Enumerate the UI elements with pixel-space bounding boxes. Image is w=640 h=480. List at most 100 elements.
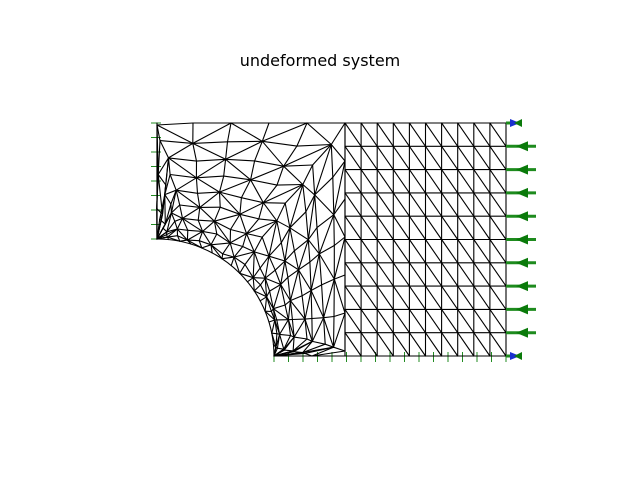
mesh-edge <box>245 233 255 253</box>
mesh-edge <box>292 338 308 352</box>
mesh-edge <box>240 197 264 204</box>
mesh-edge <box>262 184 278 204</box>
mesh-edge <box>441 285 459 310</box>
mesh-edge <box>360 262 378 287</box>
mesh-edge <box>192 122 232 144</box>
mesh-edge <box>489 169 507 194</box>
mesh-edge <box>311 340 326 345</box>
mesh-edge <box>441 238 459 264</box>
mesh-edge <box>198 240 203 249</box>
mesh-edge <box>199 206 215 222</box>
mesh-edge <box>307 239 311 263</box>
mesh-edge <box>301 295 306 320</box>
mesh-edge <box>307 194 316 241</box>
mesh-edge <box>392 215 410 241</box>
mesh-edge <box>275 333 281 348</box>
mesh-edge <box>306 122 332 146</box>
mesh-edge <box>489 332 507 357</box>
mesh-edge <box>264 277 268 298</box>
mesh-edge <box>360 308 378 334</box>
mesh-edge <box>242 233 248 248</box>
mesh-edge <box>264 277 271 292</box>
mesh-edge <box>457 308 475 334</box>
mesh-edge <box>181 217 189 231</box>
mesh-edge <box>283 165 304 186</box>
mesh-edge <box>289 295 303 302</box>
mesh-edge <box>233 251 255 258</box>
mesh-edge <box>250 179 264 204</box>
mesh-edge <box>271 332 278 335</box>
mesh-edge <box>258 202 264 220</box>
mesh-edge <box>392 262 410 287</box>
mesh-edge <box>289 300 306 320</box>
mesh-edge <box>457 192 475 217</box>
mesh-edge <box>268 255 286 262</box>
mesh-edge <box>408 238 427 264</box>
mesh-edge <box>274 269 282 286</box>
mesh-edge <box>284 227 291 262</box>
mesh-edge <box>473 332 491 357</box>
mesh-edge <box>239 197 242 215</box>
corner-load-head <box>514 119 522 127</box>
mesh-edge <box>226 140 263 143</box>
mesh-edge <box>176 235 181 242</box>
mesh-edge <box>360 332 378 357</box>
mesh-edge <box>192 141 229 144</box>
mesh-edge <box>225 140 263 160</box>
mesh-edge <box>304 318 313 342</box>
mesh-edge <box>195 177 221 193</box>
mesh-edge <box>392 192 410 217</box>
mesh-edge <box>240 179 252 199</box>
mesh-edge <box>307 239 320 255</box>
mesh-edge <box>473 145 491 171</box>
mesh-edge <box>287 300 291 321</box>
mesh-edge <box>175 189 201 208</box>
mesh-edge <box>457 238 475 264</box>
mesh-edge <box>376 122 394 147</box>
mesh-edge <box>261 236 270 257</box>
mesh-edge <box>164 203 172 225</box>
mesh-edge <box>274 319 281 335</box>
mesh-edge <box>210 244 224 255</box>
mesh-edge <box>202 230 212 246</box>
mesh-edge <box>283 336 295 350</box>
mesh-edge <box>197 206 201 221</box>
mesh-edge <box>310 289 313 320</box>
mesh-edge <box>318 253 323 286</box>
mesh-edge <box>272 304 286 310</box>
mesh-edge <box>230 122 263 142</box>
mesh-edge <box>408 308 427 334</box>
mesh-edge <box>202 220 215 232</box>
mesh-edge <box>473 192 491 217</box>
mesh-edge <box>259 296 268 302</box>
mesh-edge <box>302 346 335 354</box>
mesh-edge <box>226 122 232 143</box>
mesh-edge <box>424 285 443 310</box>
mesh-edge <box>309 261 312 292</box>
mesh-edge <box>167 142 194 159</box>
mesh-edge <box>376 215 394 241</box>
mesh-edge <box>321 284 325 319</box>
mesh-edge <box>162 227 168 233</box>
mesh-edge <box>250 165 285 181</box>
mesh-edge <box>279 333 292 337</box>
mesh-edge <box>223 175 252 181</box>
mesh-edge <box>457 145 475 171</box>
mesh-edge <box>309 253 320 263</box>
mesh-edge <box>441 262 459 287</box>
mesh-edge <box>252 251 255 279</box>
mesh-edge <box>181 206 201 219</box>
mesh-edge <box>284 304 289 321</box>
mesh-edge <box>408 145 427 171</box>
mesh-edge <box>473 122 491 147</box>
mesh-edge <box>457 285 475 310</box>
mesh-edge <box>330 122 346 146</box>
mesh-edge <box>360 169 378 194</box>
mesh-edge <box>161 194 166 215</box>
mesh-edge <box>280 227 291 244</box>
mesh-edge <box>323 278 335 319</box>
mesh-edge <box>239 213 248 235</box>
mesh-edge <box>489 308 507 334</box>
mesh-edge <box>287 319 295 338</box>
mesh-edge <box>170 204 181 214</box>
